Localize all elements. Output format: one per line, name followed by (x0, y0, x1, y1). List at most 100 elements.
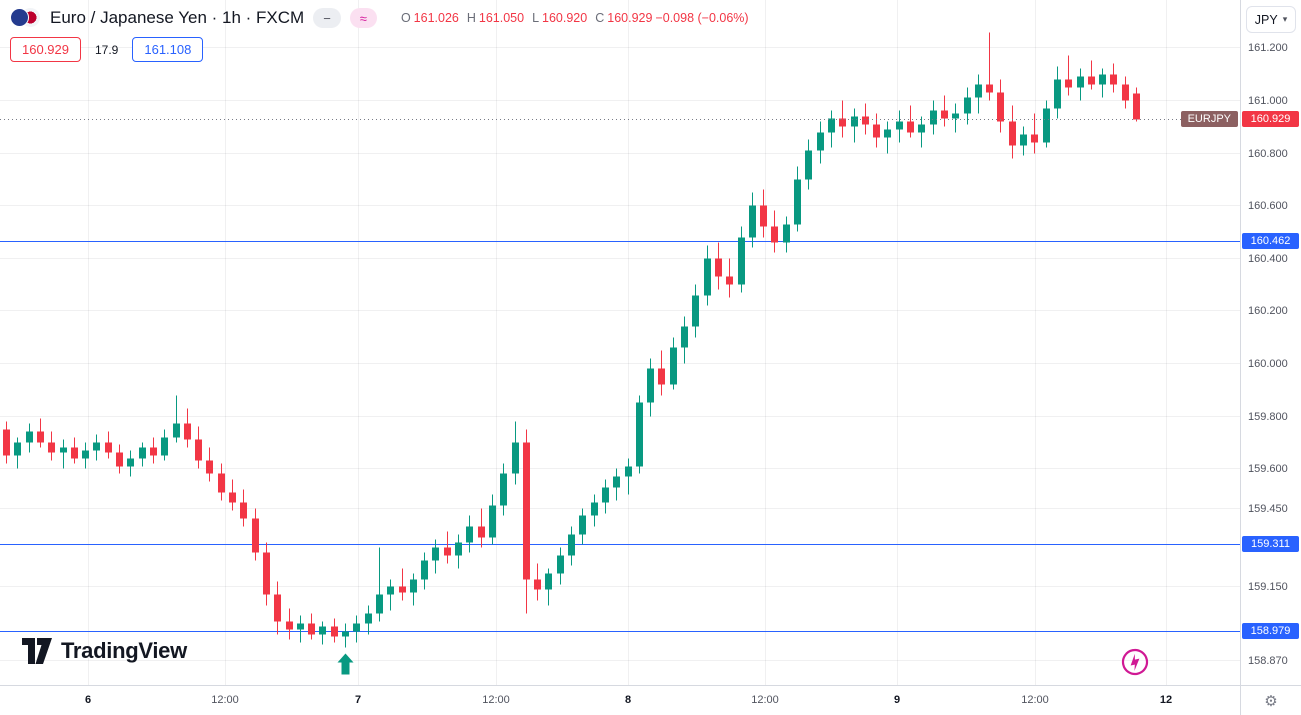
candle-body (1065, 79, 1072, 88)
candle-body (1043, 108, 1050, 143)
candle-body (365, 613, 372, 624)
time-axis-label: 7 (354, 694, 362, 706)
candle-body (173, 423, 180, 438)
close-value: 160.929 (607, 11, 653, 25)
price-axis-label: 159.800 (1248, 410, 1288, 423)
candle-body (82, 450, 89, 459)
high-value: 161.050 (478, 11, 525, 25)
buy-arrow-marker[interactable] (337, 653, 354, 675)
candle-body (444, 547, 451, 556)
candle-body (828, 118, 835, 133)
currency-label: JPY (1254, 12, 1278, 27)
candle-body (964, 97, 971, 114)
candle-body (726, 276, 733, 285)
candle-body (1020, 134, 1027, 146)
candle-body (884, 129, 891, 138)
price-axis-label: 160.400 (1248, 252, 1288, 265)
candle-body (353, 623, 360, 632)
minimize-pill[interactable]: − (313, 8, 341, 28)
candle-body (263, 552, 270, 595)
time-axis-label: 9 (893, 694, 901, 706)
candle-body (862, 116, 869, 125)
candle-body (591, 502, 598, 516)
price-axis-label: 160.600 (1248, 199, 1288, 212)
time-axis-label: 12:00 (482, 694, 510, 706)
tradingview-logo[interactable]: TradingView (22, 638, 187, 664)
ohlc-readout: O 161.026 H 161.050 L 160.920 C 160.929 −0.0… (396, 11, 749, 25)
candle-body (139, 447, 146, 459)
chevron-down-icon: ▾ (1282, 14, 1288, 24)
price-axis[interactable]: JPY ▾ 161.200 161.000 160.800 160.600 160.40… (1240, 0, 1301, 685)
time-axis[interactable]: 6 12:00 7 12:00 8 12:00 9 12:00 12 (0, 685, 1240, 715)
open-label: O (400, 11, 411, 25)
chart-header: Euro / Japanese Yen · 1h · FXCM − ≈ O 161… (10, 8, 749, 62)
candle-body (93, 442, 100, 451)
tradingview-logo-text: TradingView (61, 638, 187, 663)
candle-body (805, 150, 812, 180)
candle-body (252, 518, 259, 553)
price-axis-label: 160.200 (1248, 304, 1288, 317)
candle-body (658, 368, 665, 385)
wave-icon: ≈ (359, 10, 367, 26)
candle-body (297, 623, 304, 630)
candlestick-chart[interactable] (0, 0, 1240, 685)
buy-price-button[interactable]: 161.108 (132, 37, 204, 62)
candle-body (376, 594, 383, 614)
close-label: C (595, 11, 605, 25)
candle-body (704, 258, 711, 296)
candle-body (1077, 76, 1084, 88)
price-axis-label: 159.600 (1248, 462, 1288, 475)
price-axis-label: 161.200 (1248, 41, 1288, 54)
candle-body (647, 368, 654, 403)
candle-body (930, 110, 937, 125)
candle-body (636, 402, 643, 467)
candle-body (184, 423, 191, 440)
minus-icon: − (323, 10, 331, 26)
symbol-title[interactable]: Euro / Japanese Yen · 1h · FXCM (50, 8, 305, 27)
candle-body (1009, 121, 1016, 146)
tradingview-mark-icon (22, 638, 52, 664)
time-axis-label: 6 (84, 694, 92, 706)
candle-body (1031, 134, 1038, 143)
candle-body (692, 295, 699, 327)
axis-corner[interactable]: ⚙ (1240, 685, 1301, 715)
candle-body (240, 502, 247, 519)
candle-body (421, 560, 428, 580)
price-axis-label: 158.870 (1248, 654, 1288, 667)
candle-body (986, 84, 993, 93)
time-axis-label: 12:00 (211, 694, 239, 706)
candle-body (432, 547, 439, 561)
candle-body (1110, 74, 1117, 85)
price-axis-label: 159.150 (1248, 580, 1288, 593)
candle-body (331, 626, 338, 637)
candle-body (749, 205, 756, 238)
currency-selector[interactable]: JPY ▾ (1246, 6, 1296, 33)
candle-body (918, 124, 925, 133)
candle-body (760, 205, 767, 227)
candle-body (568, 534, 575, 556)
candle-body (195, 439, 202, 461)
candle-body (116, 452, 123, 467)
candle-body (1122, 84, 1129, 101)
level-price-badge[interactable]: 158.979 (1242, 622, 1299, 639)
candle-body (738, 237, 745, 285)
candle-body (602, 487, 609, 503)
wave-pill[interactable]: ≈ (349, 8, 377, 28)
candle-body (941, 110, 948, 119)
candle-body (466, 526, 473, 543)
symbol-row: Euro / Japanese Yen · 1h · FXCM − ≈ O 161… (10, 8, 749, 28)
candle-body (308, 623, 315, 635)
candle-body (455, 542, 462, 556)
level-price-badge[interactable]: 159.311 (1242, 535, 1299, 552)
level-price-badge[interactable]: 160.462 (1242, 232, 1299, 249)
flash-icon[interactable] (1119, 646, 1151, 683)
candle-body (1099, 74, 1106, 85)
candle-body (500, 473, 507, 506)
candle-body (342, 631, 349, 637)
candle-body (817, 132, 824, 151)
sell-price-button[interactable]: 160.929 (10, 37, 81, 62)
candle-body (952, 113, 959, 119)
price-axis-label: 160.000 (1248, 357, 1288, 370)
candle-body (127, 458, 134, 467)
